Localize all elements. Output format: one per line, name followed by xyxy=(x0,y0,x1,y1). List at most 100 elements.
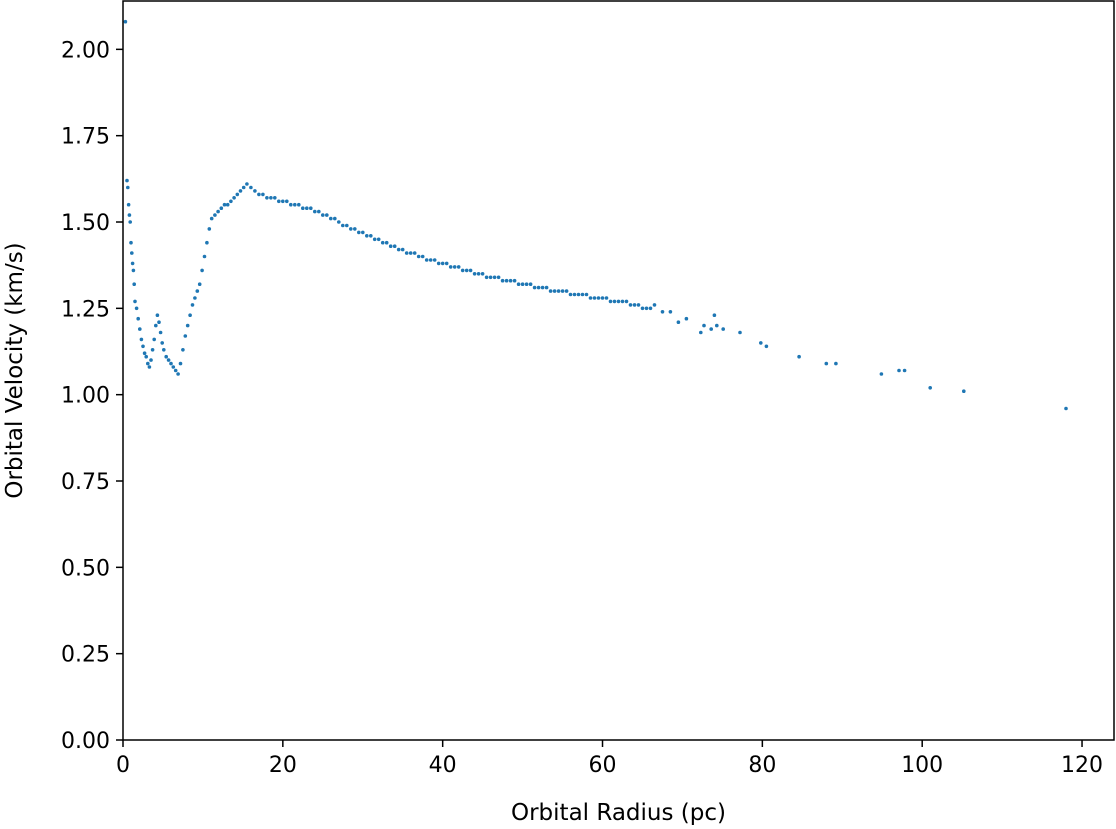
data-point xyxy=(380,240,385,245)
data-point xyxy=(412,251,417,255)
data-point xyxy=(588,296,593,300)
data-point xyxy=(520,282,525,287)
data-point xyxy=(123,19,128,24)
data-point xyxy=(504,278,509,283)
data-point xyxy=(712,313,717,318)
data-point xyxy=(400,247,405,252)
data-point xyxy=(313,209,317,214)
y-tick-label: 1.50 xyxy=(61,211,110,236)
plot-area-frame xyxy=(122,0,1115,741)
data-point xyxy=(200,268,204,273)
data-point xyxy=(464,268,469,273)
data-point xyxy=(209,216,214,221)
data-point xyxy=(138,327,142,331)
data-point xyxy=(261,192,265,197)
data-point xyxy=(253,189,257,193)
data-point xyxy=(484,275,489,280)
data-point xyxy=(126,202,131,207)
data-point xyxy=(404,251,409,255)
data-point xyxy=(476,272,481,276)
data-point xyxy=(532,285,537,290)
data-point xyxy=(235,192,240,197)
x-tick-label: 0 xyxy=(116,753,130,778)
data-point xyxy=(620,299,625,304)
data-point xyxy=(144,354,148,359)
data-point xyxy=(702,323,706,328)
data-point xyxy=(396,247,401,252)
data-point xyxy=(181,348,185,352)
data-point xyxy=(190,303,195,307)
data-point xyxy=(132,282,136,287)
data-point xyxy=(158,330,163,335)
data-point xyxy=(277,199,281,204)
data-point xyxy=(197,282,202,287)
data-point xyxy=(1064,406,1068,411)
data-point xyxy=(616,299,621,304)
data-point xyxy=(408,251,413,255)
data-point xyxy=(183,334,188,338)
data-point xyxy=(759,341,763,345)
data-point xyxy=(162,348,166,352)
data-point xyxy=(207,227,212,231)
data-point xyxy=(797,354,801,359)
data-point xyxy=(738,330,742,335)
data-point xyxy=(472,272,477,276)
x-tick-label: 120 xyxy=(1061,753,1103,778)
data-point xyxy=(289,202,293,207)
data-point xyxy=(699,330,703,335)
data-point xyxy=(648,306,653,311)
data-point xyxy=(150,348,155,352)
data-point xyxy=(764,344,769,349)
data-point xyxy=(721,327,725,331)
data-point xyxy=(548,289,553,293)
data-point xyxy=(416,254,421,259)
data-point xyxy=(715,323,719,328)
data-point xyxy=(245,182,249,186)
data-point xyxy=(173,368,178,373)
data-point xyxy=(301,206,305,210)
data-point xyxy=(130,251,134,255)
data-point xyxy=(676,320,681,325)
data-point xyxy=(640,306,645,311)
data-point xyxy=(293,202,297,207)
data-point xyxy=(146,361,150,366)
data-point xyxy=(580,292,585,297)
data-point xyxy=(576,292,581,297)
data-point xyxy=(154,323,158,328)
data-point xyxy=(188,313,192,318)
data-point xyxy=(488,275,493,280)
data-point xyxy=(309,206,313,210)
data-point xyxy=(169,361,173,366)
data-point xyxy=(134,306,139,311)
data-point xyxy=(556,289,561,293)
data-point xyxy=(456,265,461,269)
data-point xyxy=(709,327,713,331)
data-point xyxy=(628,303,633,307)
data-point xyxy=(141,344,145,349)
y-tick-label: 1.25 xyxy=(61,297,110,322)
data-point xyxy=(572,292,577,297)
data-point xyxy=(492,275,497,280)
data-point xyxy=(897,368,901,373)
data-point xyxy=(157,320,161,325)
data-point xyxy=(176,372,180,376)
data-point xyxy=(536,285,541,290)
data-point xyxy=(544,285,549,290)
data-point xyxy=(902,368,907,373)
data-point xyxy=(524,282,529,287)
data-point xyxy=(668,310,673,314)
data-point xyxy=(129,240,133,245)
data-point xyxy=(604,296,609,300)
data-point xyxy=(147,365,152,369)
data-point xyxy=(596,296,601,300)
data-point xyxy=(684,316,689,321)
data-point xyxy=(436,261,441,266)
data-point xyxy=(305,206,309,210)
data-point xyxy=(238,189,243,193)
y-tick-label: 0.25 xyxy=(61,643,110,668)
axis-ticks: 0 20 40 60 80 100 120 0.00 0.25 0.50 0.75 1.00 1.25 1… xyxy=(61,38,1103,778)
data-point xyxy=(512,278,517,283)
data-point xyxy=(193,296,197,300)
x-tick-label: 100 xyxy=(901,753,943,778)
y-tick-label: 0.00 xyxy=(61,729,110,754)
